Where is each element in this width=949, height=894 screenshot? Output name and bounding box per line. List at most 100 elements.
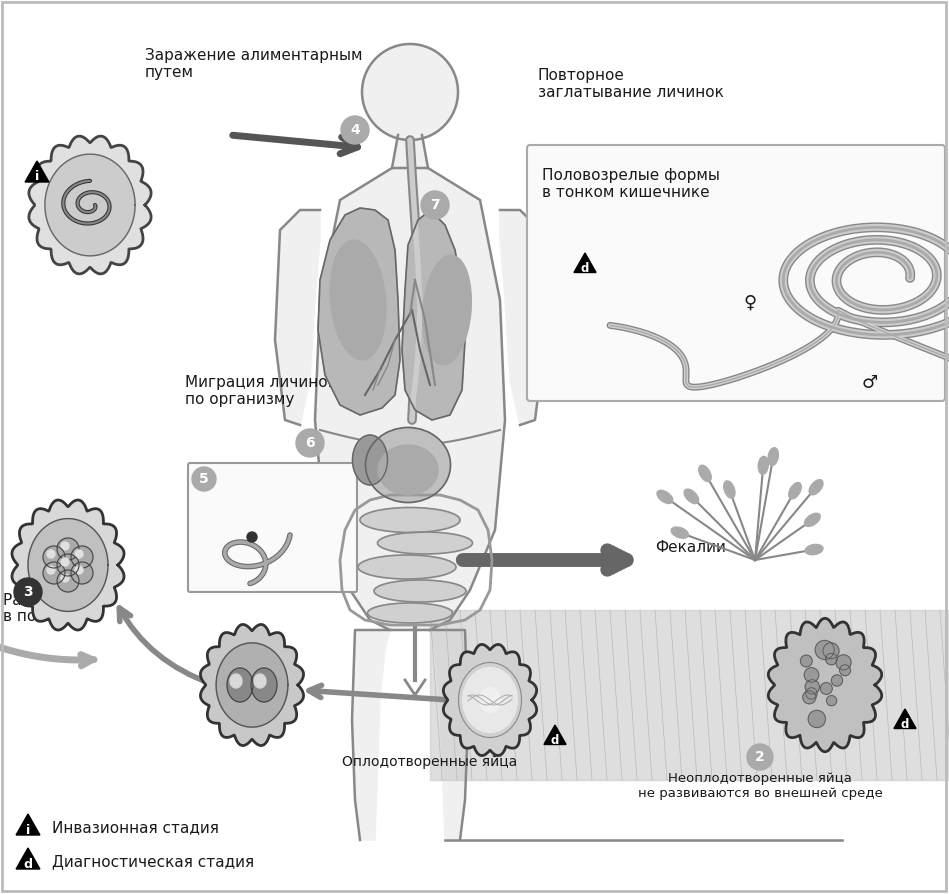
Ellipse shape	[724, 481, 735, 498]
Ellipse shape	[684, 489, 698, 503]
Text: d: d	[581, 262, 589, 274]
Polygon shape	[28, 136, 151, 274]
Circle shape	[820, 683, 832, 695]
Circle shape	[815, 640, 834, 660]
Circle shape	[71, 562, 93, 584]
Text: Миграция личинок
по организму: Миграция личинок по организму	[185, 375, 337, 408]
Polygon shape	[430, 630, 468, 840]
Circle shape	[827, 696, 837, 705]
Circle shape	[61, 542, 69, 550]
Text: Оплодотворенные яйца: Оплодотворенные яйца	[343, 755, 517, 769]
Text: ♂: ♂	[862, 374, 878, 392]
Circle shape	[803, 691, 816, 704]
Text: ♀: ♀	[743, 294, 756, 312]
Polygon shape	[45, 154, 135, 256]
Text: 4: 4	[350, 123, 360, 137]
Circle shape	[809, 711, 826, 728]
Circle shape	[804, 668, 819, 682]
Ellipse shape	[374, 580, 466, 602]
Polygon shape	[200, 625, 304, 746]
Ellipse shape	[758, 456, 769, 475]
Text: Неоплодотворенные яйца
не развиваются во внешней среде: Неоплодотворенные яйца не развиваются во…	[638, 772, 883, 800]
Ellipse shape	[367, 603, 453, 623]
Ellipse shape	[768, 448, 778, 466]
Text: d: d	[901, 718, 909, 730]
Circle shape	[806, 687, 817, 699]
Polygon shape	[352, 630, 390, 840]
Polygon shape	[430, 610, 949, 780]
Circle shape	[75, 566, 83, 574]
Circle shape	[800, 655, 812, 667]
Polygon shape	[318, 208, 400, 415]
Circle shape	[47, 566, 55, 574]
Circle shape	[75, 550, 83, 558]
Ellipse shape	[254, 674, 266, 688]
Text: Развитие яиц
в почве: Развитие яиц в почве	[3, 592, 111, 624]
Circle shape	[805, 679, 819, 694]
Circle shape	[826, 654, 837, 665]
Ellipse shape	[251, 668, 277, 702]
Text: d: d	[24, 857, 32, 871]
Ellipse shape	[352, 435, 387, 485]
Polygon shape	[16, 814, 40, 835]
Text: Фекалии: Фекалии	[655, 540, 726, 555]
Ellipse shape	[330, 240, 386, 359]
Circle shape	[61, 558, 69, 566]
Circle shape	[47, 550, 55, 558]
Polygon shape	[275, 210, 320, 425]
FancyBboxPatch shape	[188, 463, 357, 592]
Polygon shape	[402, 212, 465, 420]
Circle shape	[247, 532, 257, 542]
Circle shape	[836, 654, 851, 670]
Ellipse shape	[805, 544, 823, 555]
Circle shape	[840, 665, 850, 676]
Circle shape	[71, 546, 93, 568]
Circle shape	[57, 570, 79, 592]
Polygon shape	[769, 619, 882, 752]
Ellipse shape	[365, 427, 451, 502]
Polygon shape	[16, 848, 40, 869]
Polygon shape	[25, 161, 49, 182]
Text: Повторное
заглатывание личинок: Повторное заглатывание личинок	[538, 68, 724, 100]
Circle shape	[296, 429, 324, 457]
Polygon shape	[544, 725, 566, 745]
Text: i: i	[26, 823, 30, 837]
Text: 5: 5	[199, 472, 209, 486]
Ellipse shape	[463, 668, 517, 732]
Ellipse shape	[805, 513, 820, 527]
Polygon shape	[28, 519, 108, 611]
Text: 2: 2	[755, 750, 765, 764]
Ellipse shape	[809, 479, 823, 495]
Polygon shape	[574, 253, 596, 273]
Ellipse shape	[358, 555, 456, 579]
Text: d: d	[550, 733, 559, 746]
Polygon shape	[12, 500, 124, 630]
FancyBboxPatch shape	[527, 145, 945, 401]
Text: Диагностическая стадия: Диагностическая стадия	[52, 855, 254, 870]
Ellipse shape	[422, 255, 472, 365]
Polygon shape	[443, 645, 536, 755]
Circle shape	[747, 744, 773, 770]
Text: Инвазионная стадия: Инвазионная стадия	[52, 821, 219, 836]
Circle shape	[43, 546, 65, 568]
Text: Заражение алиментарным
путем: Заражение алиментарным путем	[145, 48, 363, 80]
Ellipse shape	[479, 687, 500, 713]
Ellipse shape	[789, 483, 801, 499]
Circle shape	[14, 578, 42, 606]
Text: 7: 7	[430, 198, 439, 212]
Ellipse shape	[671, 527, 688, 538]
Circle shape	[823, 643, 839, 659]
Text: i: i	[35, 171, 39, 183]
Circle shape	[61, 574, 69, 582]
Circle shape	[421, 191, 449, 219]
Circle shape	[831, 675, 843, 686]
Circle shape	[43, 562, 65, 584]
Text: 6: 6	[306, 436, 315, 450]
Ellipse shape	[360, 508, 460, 533]
Circle shape	[57, 538, 79, 560]
Text: 3: 3	[23, 585, 33, 599]
Ellipse shape	[657, 490, 673, 503]
Polygon shape	[500, 210, 545, 425]
Polygon shape	[216, 643, 288, 727]
Ellipse shape	[378, 532, 473, 554]
